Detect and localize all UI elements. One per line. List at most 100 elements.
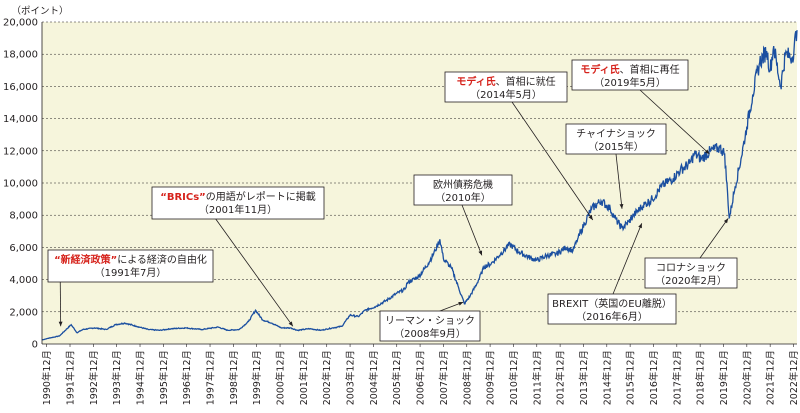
annotation-arrowhead [723, 218, 729, 224]
annotation-arrowhead [288, 321, 293, 327]
annotation-title: コロナショック [656, 262, 726, 274]
annotation-arrowhead [478, 250, 483, 256]
annotation-title: リーマン・ショック [385, 315, 475, 327]
annotation-box [547, 293, 677, 325]
x-tick-label: 2006年12月 [415, 350, 427, 405]
x-tick-label: 1992年12月 [88, 350, 100, 405]
x-tick-label: 2005年12月 [391, 350, 403, 405]
x-tick-label: 1997年12月 [205, 350, 217, 405]
x-tick-label: 2020年12月 [741, 350, 753, 405]
annotation-text: 、首相に就任 [496, 75, 556, 88]
annotation-title: “新経済政策”による経済の自由化 [54, 253, 207, 266]
y-tick-label: 10,000 [3, 179, 38, 190]
y-axis-ticks: 0 2,000 4,000 6,000 8,000 10,000 12,000 14,000 1… [3, 18, 38, 351]
annotation-arrowhead [704, 149, 710, 155]
x-tick-label: 2017年12月 [671, 350, 683, 405]
x-tick-label: 1995年12月 [158, 350, 170, 405]
annotation-date: （2015年） [588, 140, 643, 153]
annotation-leader [214, 217, 294, 327]
x-tick-label: 2000年12月 [275, 350, 287, 405]
annotation-leader [639, 89, 710, 155]
x-tick-label: 2008年12月 [461, 350, 473, 405]
y-tick-label: 14,000 [3, 114, 38, 125]
x-tick-label: 2010年12月 [508, 350, 520, 405]
annotation-title: “BRICs”の用語がレポートに掲載 [160, 190, 315, 203]
annotation-box [413, 174, 513, 206]
annotation-date: （2008年9月） [394, 327, 466, 340]
x-tick-label: 2001年12月 [298, 350, 310, 405]
y-tick-label: 12,000 [3, 146, 38, 157]
x-tick-label: 1994年12月 [135, 350, 147, 405]
annotation-arrowhead [588, 215, 593, 221]
annotation-date: （1991年7月） [95, 266, 167, 279]
x-tick-label: 2007年12月 [438, 350, 450, 405]
annotation-date: （2019年5月） [594, 76, 666, 89]
series-line [41, 30, 798, 341]
y-tick-label: 0 [32, 340, 38, 351]
annotation-date: （2010年） [435, 191, 490, 204]
annotation-date: （2001年11月） [199, 203, 277, 216]
annotation-date: （2020年2月） [655, 274, 727, 287]
annotation-title: チャイナショック [576, 128, 656, 140]
annotation-box [444, 71, 568, 103]
x-tick-label: 2018年12月 [695, 350, 707, 405]
x-tick-label: 2022年12月 [788, 350, 800, 405]
annotation-title: モディ氏、首相に再任 [580, 63, 679, 76]
x-tick-label: 2002年12月 [321, 350, 333, 405]
annotation-text: 、首相に再任 [620, 63, 680, 76]
annotation-brics: “BRICs”の用語がレポートに掲載（2001年11月） [151, 186, 325, 327]
annotation-box [565, 123, 667, 155]
x-tick-label: 2004年12月 [368, 350, 380, 405]
x-tick-label: 2016年12月 [648, 350, 660, 405]
annotation-reform: “新経済政策”による経済の自由化（1991年7月） [47, 249, 214, 327]
x-tick-label: 2019年12月 [718, 350, 730, 405]
annotation-highlight: モディ氏 [456, 75, 495, 88]
y-tick-label: 2,000 [9, 307, 38, 318]
annotation-date: （2014年5月） [470, 88, 542, 101]
annotation-title: BREXIT（英国のEU離脱） [552, 297, 672, 310]
y-tick-label: 20,000 [3, 18, 38, 29]
annotation-arrowhead [458, 301, 464, 306]
annotation-arrowhead [619, 203, 624, 209]
x-tick-label: 2011年12月 [531, 350, 543, 405]
annotation-leader [612, 223, 643, 295]
annotation-text: チャイナショック [576, 128, 656, 140]
annotation-highlight: “BRICs” [160, 192, 205, 203]
y-tick-label: 6,000 [9, 243, 38, 254]
annotation-highlight: モディ氏 [580, 63, 619, 76]
x-tick-label: 1993年12月 [111, 350, 123, 405]
annotation-leader [461, 204, 483, 256]
annotation-text: コロナショック [656, 262, 726, 274]
annotation-arrowhead [638, 223, 642, 229]
annotation-text: 欧州債務危機 [433, 178, 493, 191]
annotation-leader [615, 153, 623, 209]
annotation-text: による経済の自由化 [117, 253, 207, 266]
x-tick-label: 2015年12月 [625, 350, 637, 405]
annotation-leader [699, 218, 729, 259]
x-tick-label: 2012年12月 [555, 350, 567, 405]
x-tick-label: 2009年12月 [485, 350, 497, 405]
x-tick-label: 2021年12月 [765, 350, 777, 405]
annotation-text: の用語がレポートに掲載 [206, 190, 316, 203]
annotation-box [571, 59, 689, 91]
y-tick-label: 18,000 [3, 50, 38, 61]
x-axis-ticks: 1990年12月 1991年12月 1992年12月 1993年12月 1994年12月… [41, 344, 800, 405]
x-tick-label: 1999年12月 [251, 350, 263, 405]
annotation-euro: 欧州債務危機（2010年） [413, 174, 513, 256]
annotation-china: チャイナショック（2015年） [565, 123, 667, 209]
x-tick-label: 1998年12月 [228, 350, 240, 405]
annotation-text: リーマン・ショック [385, 315, 475, 327]
annotation-highlight: “新経済政策” [54, 253, 117, 266]
x-tick-label: 2014年12月 [601, 350, 613, 405]
annotation-title: 欧州債務危機 [433, 178, 493, 191]
y-tick-label: 16,000 [3, 82, 38, 93]
annotations: “新経済政策”による経済の自由化（1991年7月）“BRICs”の用語がレポート… [47, 59, 738, 342]
annotation-modi2: モディ氏、首相に再任（2019年5月） [571, 59, 710, 155]
annotation-box [644, 257, 738, 289]
annotation-text: BREXIT（英国のEU離脱） [552, 297, 672, 310]
x-tick-label: 2003年12月 [345, 350, 357, 405]
annotation-modi1: モディ氏、首相に就任（2014年5月） [444, 71, 594, 221]
x-tick-label: 1991年12月 [65, 350, 77, 405]
annotation-leader [511, 101, 594, 221]
